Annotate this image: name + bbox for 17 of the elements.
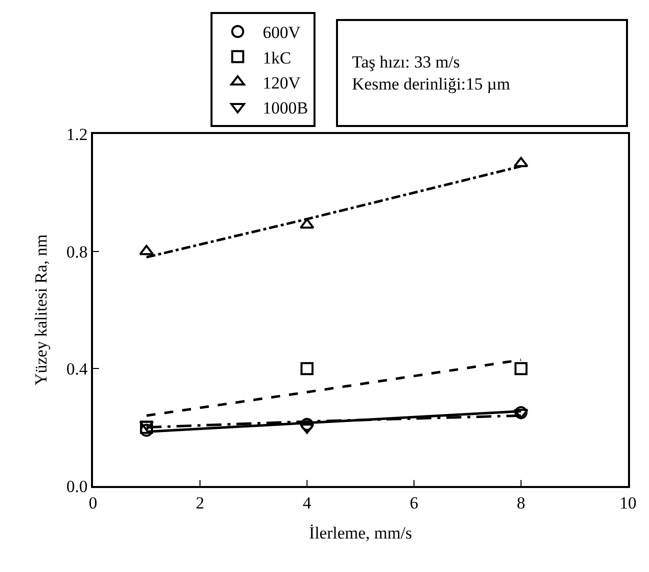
legend-label: 600V bbox=[262, 23, 302, 42]
y-tick-label: 1.2 bbox=[66, 124, 88, 144]
x-tick-label: 0 bbox=[88, 493, 98, 512]
y-tick-label: 0.4 bbox=[66, 360, 88, 379]
y-tick-label: 0.8 bbox=[66, 242, 88, 262]
y-axis-title: Yüzey kalitesi Ra, nm bbox=[31, 234, 50, 386]
legend-label: 1000B bbox=[262, 98, 308, 118]
x-tick-label: 6 bbox=[410, 493, 418, 512]
legend-label: 120V bbox=[262, 73, 302, 92]
x-tick-label: 4 bbox=[302, 493, 312, 512]
x-tick-label: 10 bbox=[620, 493, 636, 512]
x-tick-label: 8 bbox=[516, 493, 526, 512]
text: Taş hızı: 33 m/s Kesme derinliği:15 µm bbox=[352, 52, 510, 94]
x-axis-title: İlerleme, mm/s bbox=[309, 523, 412, 542]
y-tick-label: 0.0 bbox=[66, 476, 88, 496]
x-tick-label: 2 bbox=[196, 493, 204, 512]
legend-label: 1kC bbox=[262, 48, 292, 68]
